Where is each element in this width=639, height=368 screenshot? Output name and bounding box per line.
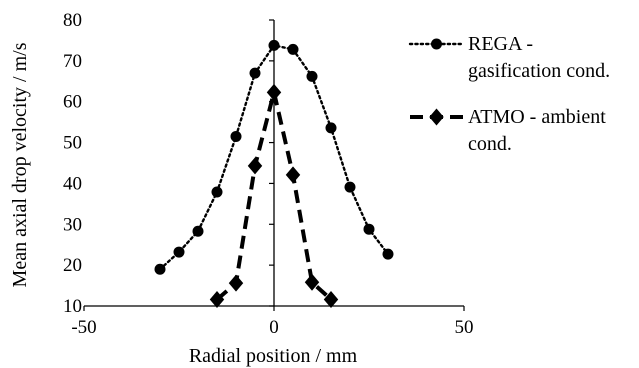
y-axis-title: Mean axial drop velocity / m/s	[9, 42, 31, 287]
data-point	[249, 67, 261, 79]
legend-label: REGA -	[468, 33, 533, 55]
legend-item-atmo: ATMO - ambient cond.	[410, 106, 606, 155]
legend-marker	[429, 108, 444, 126]
legend-label: gasification cond.	[468, 60, 610, 82]
data-point	[285, 166, 301, 184]
series-rega	[154, 39, 394, 275]
data-point	[304, 273, 320, 291]
data-point	[306, 70, 318, 82]
data-point	[325, 122, 337, 134]
legend: REGA - gasification cond. ATMO - ambient co…	[408, 33, 610, 155]
plot-area	[154, 39, 394, 308]
data-point	[344, 181, 356, 193]
legend-marker	[431, 38, 442, 50]
x-tick-label: 0	[269, 317, 279, 338]
data-point	[228, 274, 244, 292]
y-tick-label: 10	[63, 296, 82, 317]
data-point	[230, 130, 242, 142]
y-tick-label: 30	[63, 214, 82, 235]
legend-label: ATMO - ambient	[468, 106, 606, 128]
data-point	[287, 43, 299, 55]
data-point	[266, 83, 282, 101]
y-tick-label: 50	[63, 133, 82, 154]
data-point	[268, 39, 280, 51]
data-point	[192, 225, 204, 237]
data-point	[209, 290, 225, 308]
legend-item-rega: REGA - gasification cond.	[408, 33, 610, 82]
data-point	[363, 223, 375, 235]
data-point	[154, 263, 166, 275]
data-point	[211, 186, 223, 198]
axes: 10 20 30 40 50 60 70 80 -50 0 50 Radial position / …	[9, 10, 474, 367]
data-point	[382, 248, 394, 260]
y-tick-label: 40	[63, 173, 82, 194]
series-atmo	[209, 83, 339, 308]
data-point	[173, 246, 185, 258]
legend-label: cond.	[468, 133, 512, 155]
x-axis-title: Radial position / mm	[189, 345, 358, 367]
y-tick-label: 70	[63, 51, 82, 72]
y-tick-label: 60	[63, 92, 82, 113]
x-tick-label: 50	[455, 317, 474, 338]
x-tick-label: -50	[71, 317, 96, 338]
y-tick-label: 80	[63, 10, 82, 31]
data-point	[323, 290, 339, 308]
y-tick-label: 20	[63, 255, 82, 276]
data-point	[247, 157, 263, 175]
